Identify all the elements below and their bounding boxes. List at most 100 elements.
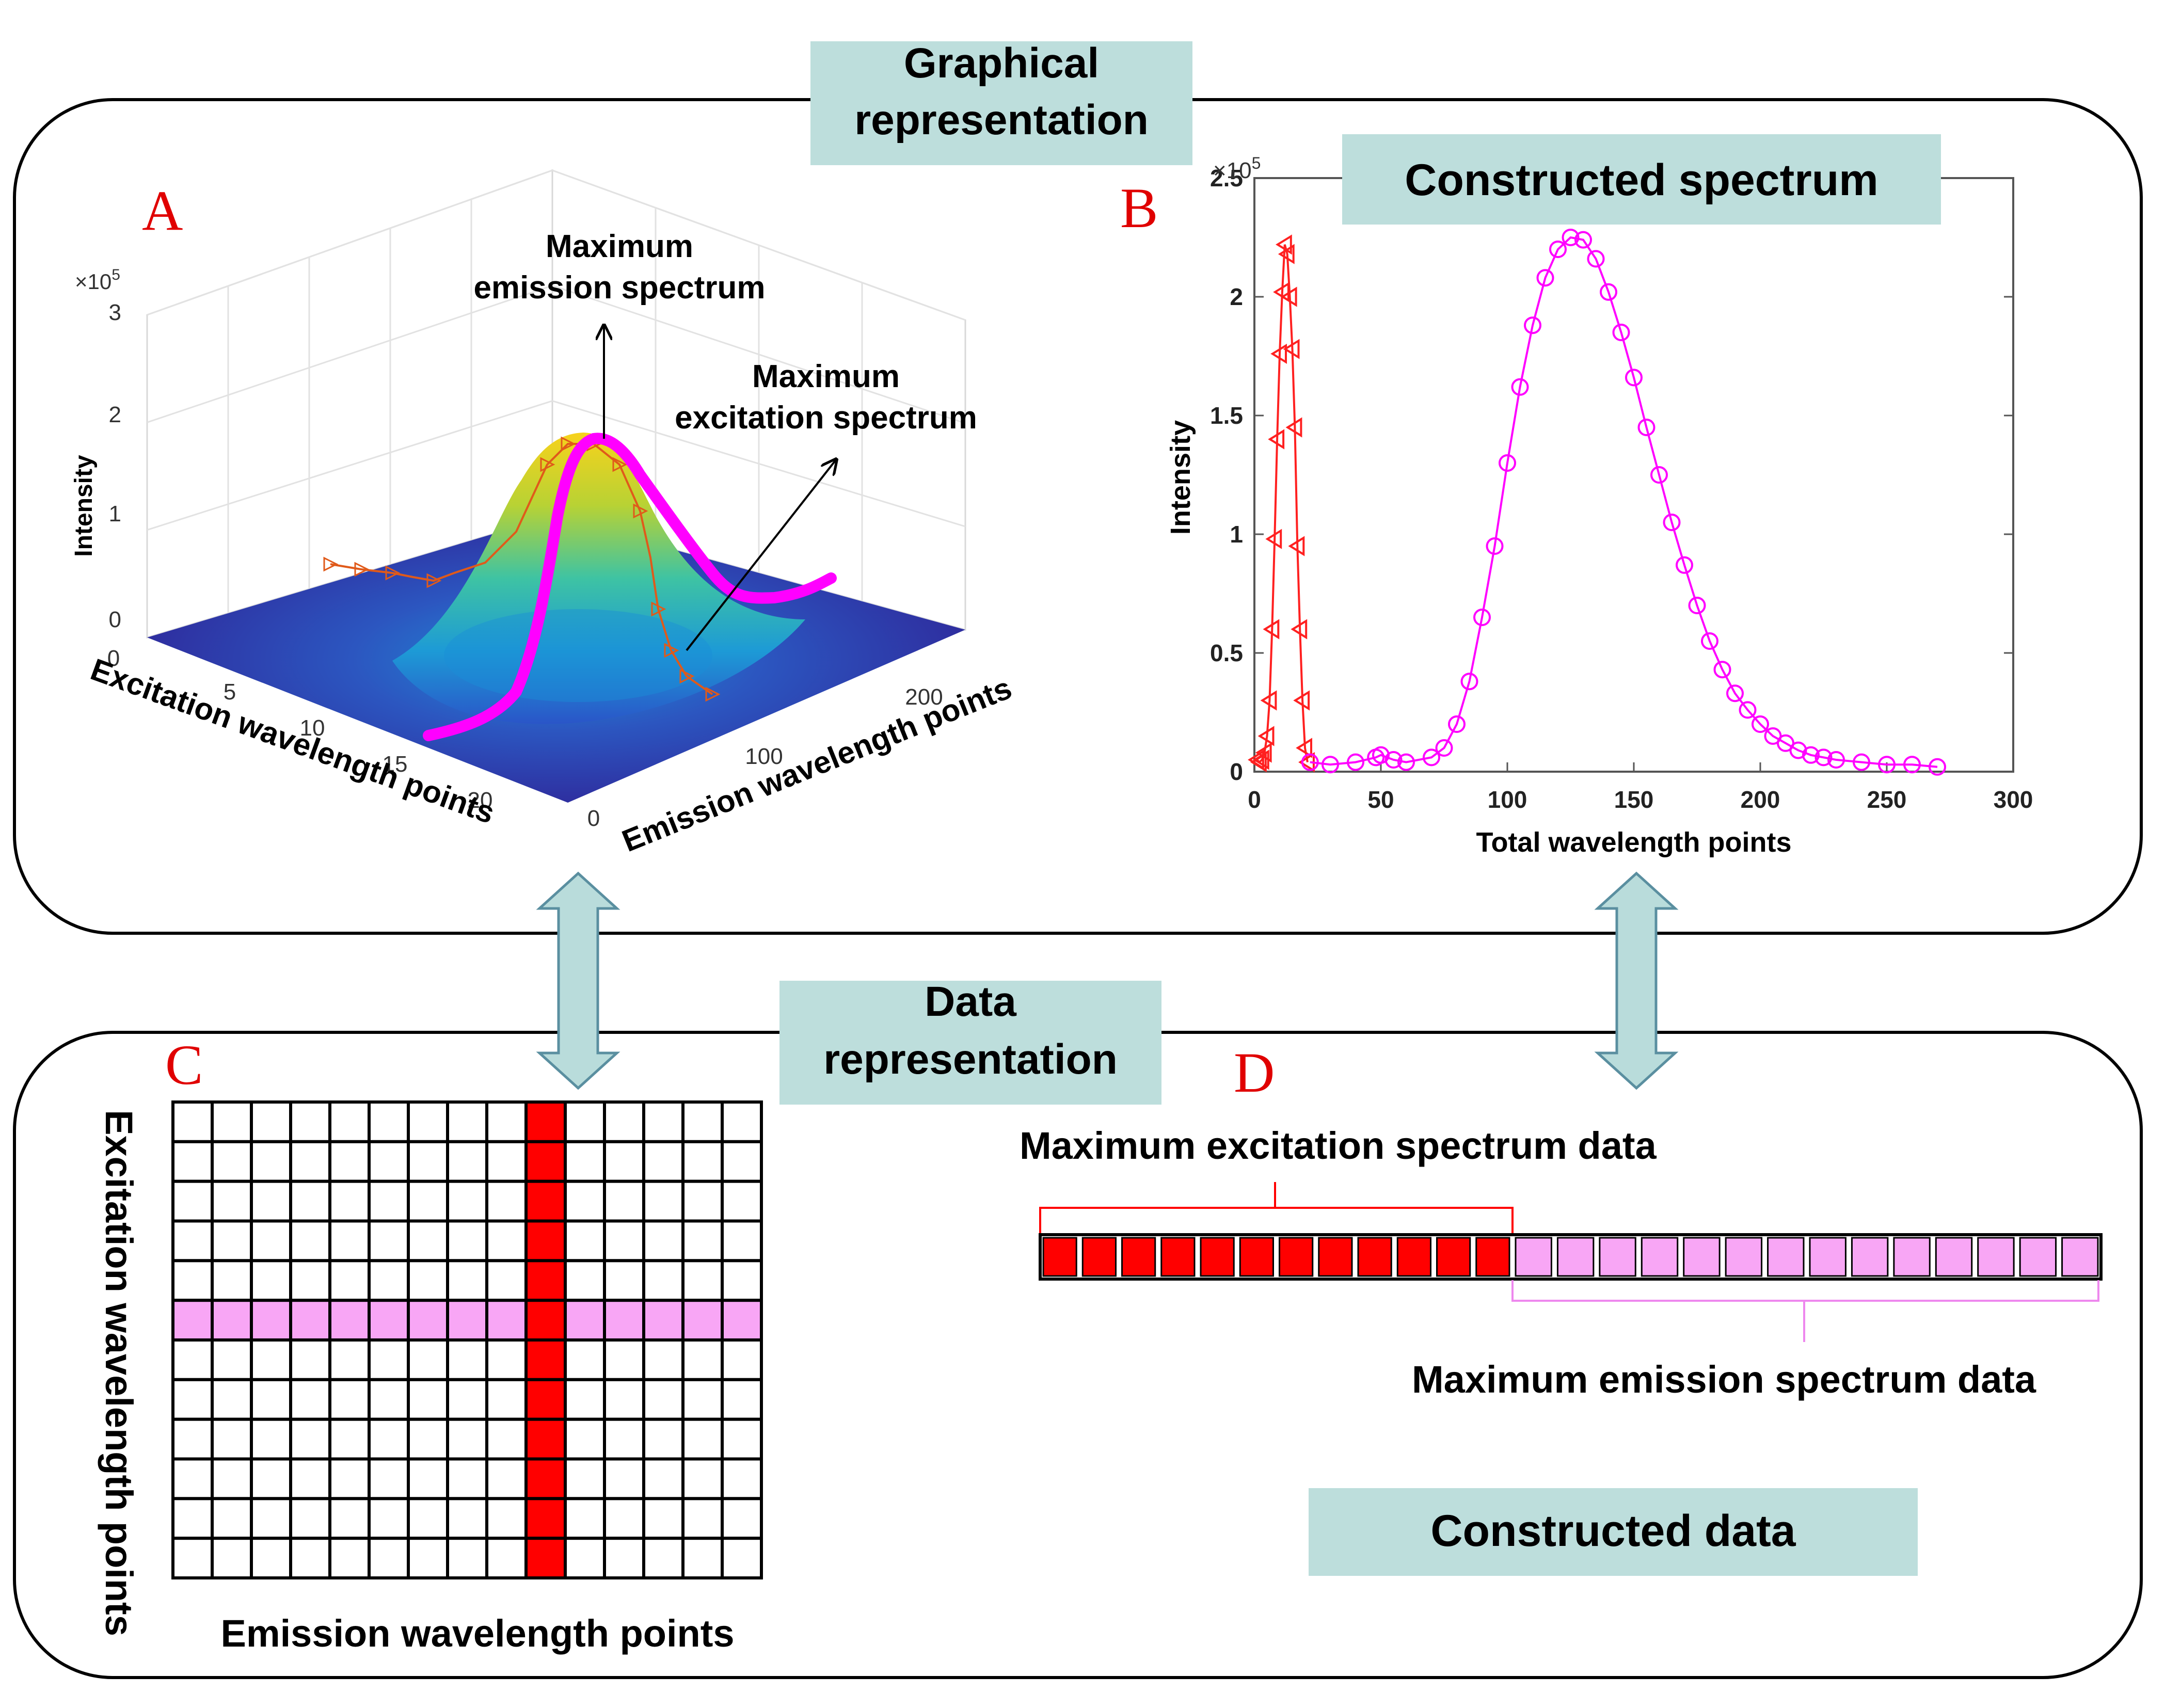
emission-point: [1903, 756, 1921, 774]
excitation-cell: [1239, 1237, 1274, 1277]
matrix-cell: [289, 1179, 331, 1223]
excitation-cell: [1279, 1237, 1314, 1277]
x-tick-label: 5: [224, 679, 236, 705]
matrix-cell: [368, 1537, 410, 1580]
panel-letter-d: D: [1234, 1041, 1275, 1104]
matrix-cell: [171, 1378, 214, 1421]
matrix-cell: [446, 1259, 488, 1302]
matrix-cell: [328, 1417, 371, 1461]
matrix-cell: [485, 1378, 528, 1421]
matrix-cell: [485, 1179, 528, 1223]
matrix-cell: [564, 1537, 606, 1580]
matrix-cell: [524, 1378, 567, 1421]
y-tick-label: 2.5: [1210, 165, 1243, 191]
excitation-point: [1280, 286, 1297, 307]
data-vector: [1039, 1233, 2103, 1281]
emission-cell: [1935, 1237, 1973, 1277]
matrix-cell: [485, 1140, 528, 1183]
matrix-cell: [642, 1537, 684, 1580]
matrix-cell: [211, 1259, 253, 1302]
x-tick-label: 10: [300, 715, 325, 741]
matrix-cell: [681, 1338, 724, 1381]
emission-data-label: Maximum emission spectrum data: [1412, 1358, 2036, 1401]
y-tick-label: 0.5: [1210, 640, 1243, 666]
matrix-cell: [524, 1537, 567, 1580]
excitation-cell: [1475, 1237, 1510, 1277]
matrix-cell: [564, 1497, 606, 1540]
matrix-cell: [721, 1417, 763, 1461]
excitation-point: [1288, 536, 1305, 556]
z-gridline: [147, 284, 553, 423]
matrix-cell: [721, 1100, 763, 1143]
matrix-cell: [289, 1537, 331, 1580]
matrix-cell: [250, 1457, 292, 1501]
emission-point: [1435, 739, 1453, 757]
matrix-cell: [368, 1417, 410, 1461]
emission-point: [1587, 250, 1605, 268]
constructed-spectrum-banner: Constructed spectrum: [1405, 155, 1879, 205]
matrix-cell: [250, 1219, 292, 1263]
matrix-cell: [407, 1179, 449, 1223]
matrix-cell: [524, 1219, 567, 1263]
matrix-cell: [642, 1179, 684, 1223]
y-multiplier: ×105: [1213, 154, 1261, 183]
matrix-cell: [603, 1179, 645, 1223]
z-tick-label: 1: [109, 501, 121, 526]
emission-cell: [1599, 1237, 1636, 1277]
matrix-cell: [328, 1219, 371, 1263]
emission-point: [1574, 231, 1592, 249]
excitation-marker: [612, 457, 628, 472]
excitation-point: [1263, 619, 1280, 640]
emission-point: [1713, 661, 1731, 679]
vector-outline: [1039, 1233, 2103, 1281]
matrix-cell: [485, 1299, 528, 1342]
matrix-cell: [721, 1259, 763, 1302]
matrix-cell: [564, 1378, 606, 1421]
z-tick-label: 0: [109, 607, 121, 632]
matrix-cell: [407, 1537, 449, 1580]
emission-point: [1739, 701, 1757, 719]
emission-point: [1701, 632, 1718, 650]
matrix-cell: [171, 1537, 214, 1580]
matrix-cell: [407, 1140, 449, 1183]
matrix-cell: [211, 1179, 253, 1223]
matrix-cell: [211, 1497, 253, 1540]
matrix-cell: [603, 1537, 645, 1580]
matrix-cell: [211, 1219, 253, 1263]
emission-point: [1827, 751, 1845, 769]
matrix-cell: [603, 1219, 645, 1263]
y-tick-label: 2: [1230, 283, 1243, 310]
x-tick-label: 20: [468, 788, 493, 813]
emission-point: [1347, 753, 1364, 771]
constructed-data-banner: Constructed data: [1430, 1506, 1796, 1556]
emission-point: [1688, 597, 1706, 614]
b-series: [1248, 229, 1946, 776]
excitation-point: [1283, 339, 1300, 359]
emission-trace-3d: [423, 433, 837, 741]
matrix-cell: [446, 1299, 488, 1342]
matrix-cell: [289, 1140, 331, 1183]
panel-c-matrix: Excitation wavelength points Emission wa…: [98, 1100, 763, 1655]
matrix-cell: [485, 1219, 528, 1263]
series-line: [1310, 236, 1938, 768]
matrix-cell: [328, 1100, 371, 1143]
emission-point: [1499, 454, 1516, 472]
matrix-cell: [681, 1299, 724, 1342]
matrix-cell: [171, 1417, 214, 1461]
excitation-cell: [1200, 1237, 1235, 1277]
matrix-cell: [250, 1378, 292, 1421]
matrix-cell: [171, 1100, 214, 1143]
matrix-cell: [289, 1299, 331, 1342]
matrix-cell: [328, 1338, 371, 1381]
annotation-emission-line1: Maximum: [546, 229, 693, 264]
excitation-cell: [1436, 1237, 1471, 1277]
matrix-cell: [407, 1497, 449, 1540]
panel-letter-a: A: [142, 179, 183, 242]
matrix-cell: [721, 1378, 763, 1421]
matrix-cell: [368, 1378, 410, 1421]
matrix-cell: [289, 1100, 331, 1143]
matrix-cell: [289, 1457, 331, 1501]
z-axis-label: Intensity: [70, 455, 98, 557]
x-tick-labels: 0 5 10 15 20: [107, 646, 493, 813]
